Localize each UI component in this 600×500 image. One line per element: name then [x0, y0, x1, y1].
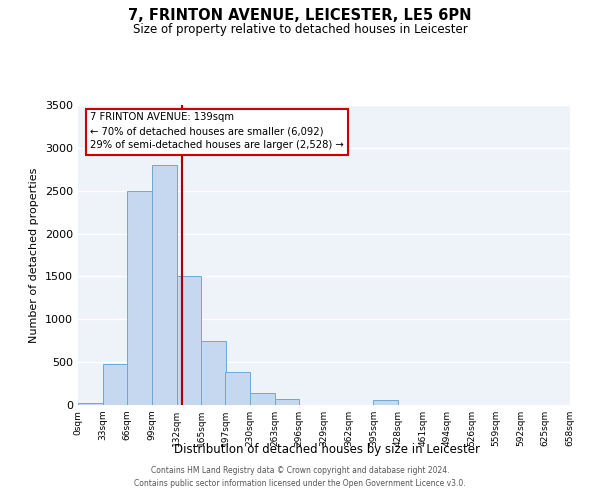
Bar	[275, 399, 299, 405]
Text: Size of property relative to detached houses in Leicester: Size of property relative to detached ho…	[133, 22, 467, 36]
Bar	[176, 276, 202, 405]
Text: Contains HM Land Registry data © Crown copyright and database right 2024.
Contai: Contains HM Land Registry data © Crown c…	[134, 466, 466, 487]
Bar	[78, 404, 103, 405]
Bar	[202, 340, 226, 405]
Text: Distribution of detached houses by size in Leicester: Distribution of detached houses by size …	[174, 442, 480, 456]
Text: 7 FRINTON AVENUE: 139sqm
← 70% of detached houses are smaller (6,092)
29% of sem: 7 FRINTON AVENUE: 139sqm ← 70% of detach…	[90, 112, 344, 150]
Text: 7, FRINTON AVENUE, LEICESTER, LE5 6PN: 7, FRINTON AVENUE, LEICESTER, LE5 6PN	[128, 8, 472, 22]
Bar	[152, 165, 176, 405]
Bar	[127, 190, 152, 405]
Bar	[250, 392, 275, 405]
Bar	[226, 372, 250, 405]
Bar	[373, 400, 398, 405]
Bar	[103, 364, 127, 405]
Y-axis label: Number of detached properties: Number of detached properties	[29, 168, 40, 342]
